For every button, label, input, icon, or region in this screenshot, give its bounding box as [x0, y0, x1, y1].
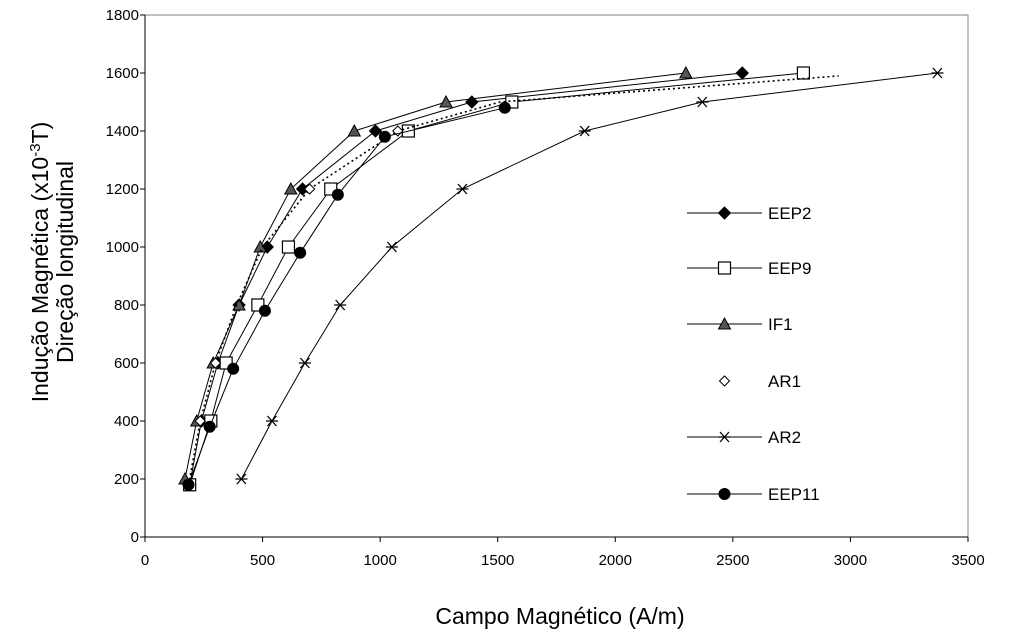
data-point-ar1: [209, 357, 222, 369]
data-point-eep2: [368, 124, 383, 138]
y-axis-title-line2: Direção longitudinal: [52, 161, 78, 363]
data-point-if1: [678, 65, 693, 79]
series-line-ar2: [240, 72, 938, 480]
data-point-ar2: [696, 96, 709, 108]
data-point-ar2: [578, 125, 591, 137]
legend-label: AR1: [768, 372, 801, 391]
series-layer: [178, 65, 944, 492]
series-line-eep11: [188, 107, 505, 485]
series-line-eep2: [189, 72, 743, 485]
data-point-ar1: [303, 183, 316, 195]
data-point-eep11: [498, 101, 511, 114]
y-tick-label: 1800: [106, 7, 139, 24]
data-point-eep2: [735, 66, 749, 80]
series-line-if1: [184, 72, 686, 480]
y-tick-label: 0: [131, 529, 139, 546]
data-point-eep9: [281, 240, 296, 254]
data-point-if1: [439, 94, 453, 108]
data-point-eep11: [182, 478, 195, 491]
x-tick-label: 2000: [599, 552, 632, 569]
y-axis: 0 200 400 600 800 1000 1200 1400 1600 1800: [106, 7, 145, 546]
data-point-ar2: [265, 415, 278, 427]
series-eep11: [182, 101, 511, 491]
plot-area: [144, 14, 969, 538]
data-point-eep11: [294, 246, 307, 259]
legend: EEP2 EEP9 IF1 AR1 AR2 EEP11: [687, 204, 820, 504]
x-axis: 0 500 1000 1500 2000 2500 3000 3500: [141, 537, 985, 569]
legend-item-ar2: AR2: [687, 428, 801, 447]
x-tick-label: 500: [250, 552, 275, 569]
series-ar2: [235, 67, 944, 485]
x-axis-title: Campo Magnético (A/m): [435, 603, 684, 629]
data-point-ar2: [385, 241, 398, 253]
legend-marker: [717, 206, 732, 220]
data-point-eep11: [258, 304, 271, 317]
legend-marker: [717, 316, 732, 330]
data-point-ar2: [931, 67, 944, 79]
data-point-ar2: [298, 357, 311, 369]
data-point-if1: [283, 181, 298, 195]
legend-label: EEP9: [768, 259, 811, 278]
y-tick-label: 800: [114, 297, 139, 314]
data-point-eep11: [203, 420, 216, 433]
data-point-ar1: [194, 415, 206, 427]
y-tick-label: 1000: [106, 239, 139, 256]
series-eep9: [183, 66, 811, 492]
data-point-eep9: [796, 66, 811, 80]
data-point-eep11: [331, 188, 344, 201]
y-tick-label: 400: [114, 413, 139, 430]
data-point-ar2: [456, 183, 469, 195]
y-axis-title-unit: T): [27, 122, 53, 144]
series-if1: [178, 65, 693, 485]
data-point-ar2: [235, 473, 248, 485]
legend-item-eep2: EEP2: [687, 204, 811, 223]
legend-marker: [718, 431, 731, 443]
data-point-ar2: [334, 299, 347, 311]
x-tick-label: 0: [141, 552, 149, 569]
legend-marker: [717, 261, 732, 275]
x-tick-label: 2500: [716, 552, 749, 569]
y-tick-label: 1200: [106, 181, 139, 198]
legend-label: EEP2: [768, 204, 811, 223]
legend-item-if1: IF1: [687, 315, 793, 334]
data-point-if1: [347, 123, 362, 137]
y-axis-title-exponent: -3: [27, 143, 44, 156]
data-point-eep2: [465, 95, 479, 109]
y-tick-label: 1600: [106, 65, 139, 82]
legend-item-eep9: EEP9: [687, 259, 811, 278]
series-line-ar1: [187, 75, 839, 485]
y-axis-title: Indução Magnética (x10-3T): [27, 122, 54, 403]
x-tick-label: 3000: [834, 552, 867, 569]
legend-marker: [718, 488, 731, 500]
y-tick-label: 1400: [106, 123, 139, 140]
y-tick-label: 200: [114, 471, 139, 488]
x-tick-label: 1000: [363, 552, 396, 569]
data-point-eep11: [227, 362, 240, 375]
legend-marker: [718, 375, 731, 387]
x-tick-label: 1500: [481, 552, 514, 569]
legend-item-ar1: AR1: [718, 372, 801, 391]
y-axis-title-main: Indução Magnética (x10: [27, 157, 53, 403]
legend-item-eep11: EEP11: [687, 485, 820, 504]
series-line-eep9: [189, 72, 804, 485]
series-ar1: [187, 75, 839, 485]
data-point-eep11: [378, 130, 391, 143]
legend-label: EEP11: [768, 485, 820, 504]
legend-label: AR2: [768, 428, 801, 447]
legend-label: IF1: [768, 315, 793, 334]
x-tick-label: 3500: [951, 552, 984, 569]
y-tick-label: 600: [114, 355, 139, 372]
